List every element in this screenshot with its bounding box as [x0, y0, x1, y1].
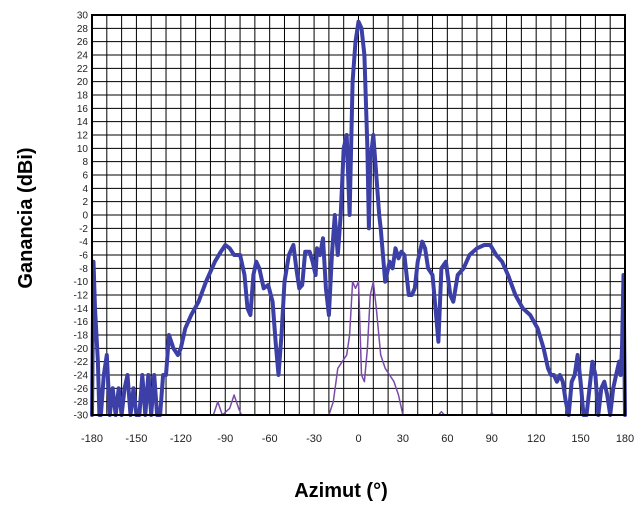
x-tick-label: -90	[217, 433, 233, 445]
y-tick-label: 30	[77, 11, 89, 22]
x-tick-label: -120	[170, 433, 192, 445]
x-tick-labels: -180 -150 -120 -90 -60 -30 0 30 60 90 120 150 180	[81, 433, 634, 445]
y-tick-label: 10	[77, 144, 89, 155]
y-tick-label: -16	[74, 317, 89, 328]
x-tick-label: 0	[355, 433, 361, 445]
y-axis-title: Ganancia (dBi)	[15, 147, 37, 288]
y-tick-label: 18	[77, 91, 89, 102]
x-tick-label: 180	[616, 433, 634, 445]
y-tick-label: -30	[74, 411, 89, 422]
x-tick-label: -60	[262, 433, 278, 445]
y-tick-label: 12	[77, 131, 89, 142]
y-tick-label: 16	[77, 104, 89, 115]
y-tick-label: -6	[79, 251, 88, 262]
x-tick-label: -30	[306, 433, 322, 445]
y-tick-label: 26	[77, 37, 89, 48]
plot-frame	[91, 14, 626, 416]
y-tick-label: -4	[79, 237, 88, 248]
y-tick-label: 28	[77, 24, 89, 35]
y-tick-label: -26	[74, 384, 89, 395]
y-tick-label: 0	[82, 211, 88, 222]
series-1-line	[90, 19, 627, 417]
x-tick-label: 120	[527, 433, 545, 445]
x-tick-label: 150	[571, 433, 589, 445]
x-tick-label: 30	[397, 433, 409, 445]
y-tick-label: -2	[79, 224, 88, 235]
y-tick-label: 22	[77, 64, 89, 75]
y-tick-label: 8	[82, 157, 88, 168]
y-tick-label: -20	[74, 344, 89, 355]
y-tick-label: -12	[74, 291, 89, 302]
y-tick-label: 20	[77, 77, 89, 88]
x-axis-title: Azimut (°)	[294, 480, 388, 502]
y-tick-label: 6	[82, 171, 88, 182]
y-tick-label: 2	[82, 197, 88, 208]
y-tick-label: -10	[74, 277, 89, 288]
y-tick-label: -24	[74, 371, 89, 382]
x-tick-label: -180	[81, 433, 103, 445]
y-tick-label: -8	[79, 264, 88, 275]
x-tick-label: 60	[441, 433, 453, 445]
x-tick-label: 90	[486, 433, 498, 445]
y-tick-label: -28	[74, 397, 89, 408]
y-tick-label: 14	[77, 117, 89, 128]
y-tick-label: 4	[82, 184, 88, 195]
y-tick-labels: 302826242220181614121086420-2-4-6-8-10-1…	[74, 11, 89, 422]
y-tick-label: 24	[77, 51, 89, 62]
y-tick-label: -14	[74, 304, 89, 315]
x-tick-label: -150	[125, 433, 147, 445]
y-tick-label: -22	[74, 357, 89, 368]
y-tick-label: -18	[74, 331, 89, 342]
